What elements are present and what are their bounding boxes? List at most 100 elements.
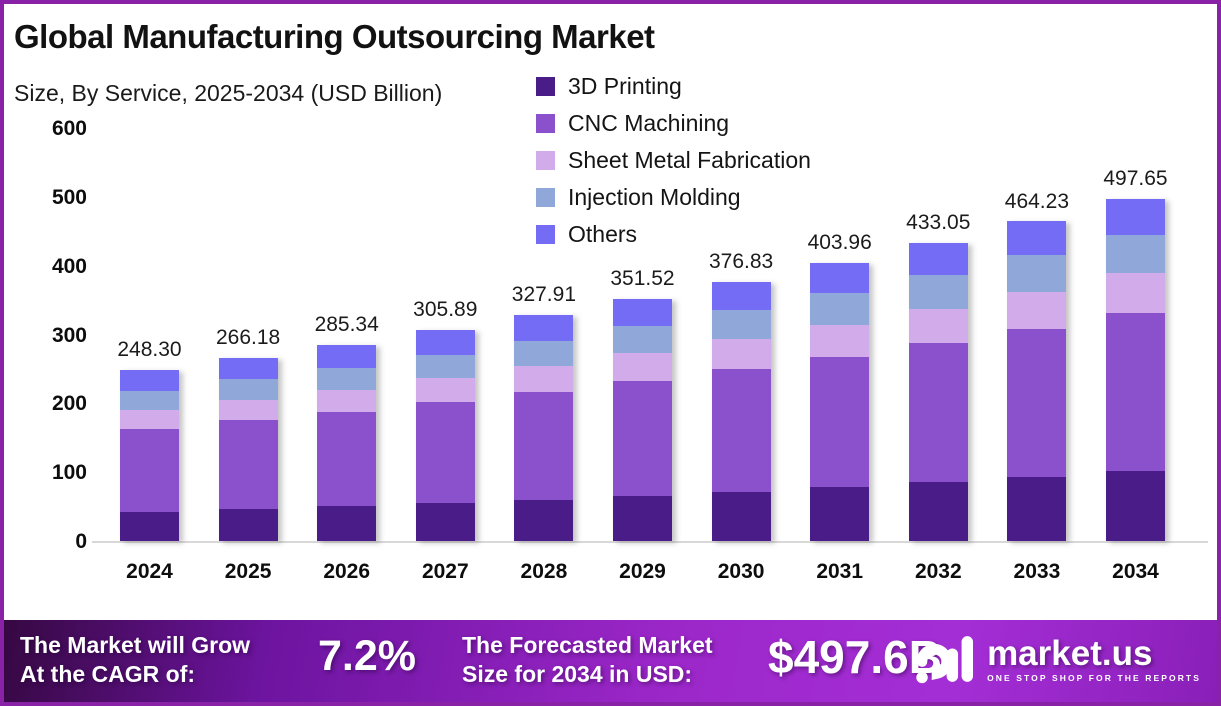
y-axis-tick-label: 600 (51, 117, 87, 140)
x-axis-tick-label: 2032 (914, 560, 962, 583)
bar-segment (415, 354, 475, 379)
bar-segment (415, 330, 475, 355)
x-axis-tick-label: 2026 (323, 560, 371, 583)
legend-swatch-icon (536, 151, 555, 170)
legend-item-sheet-metal-fabrication: Sheet Metal Fabrication (536, 142, 811, 179)
cagr-label-line1: The Market will Grow (20, 632, 251, 658)
stacked-bar-2034 (1106, 198, 1165, 541)
logo-tagline: ONE STOP SHOP FOR THE REPORTS (987, 672, 1201, 683)
bar-segment (613, 299, 672, 327)
legend-swatch-icon (536, 114, 555, 133)
footer-banner: The Market will Grow At the CAGR of: 7.2… (4, 620, 1217, 702)
bar-segment (514, 499, 574, 541)
bar-segment (810, 324, 870, 357)
forecast-value: $497.6B (768, 631, 942, 683)
bar-segment (1007, 291, 1067, 329)
legend-item-others: Others (536, 216, 811, 253)
x-axis-tick-label: 2034 (1112, 560, 1159, 583)
bar-segment (1106, 312, 1165, 472)
x-axis-tick-label: 2029 (619, 560, 666, 583)
legend-label: CNC Machining (568, 110, 730, 136)
stacked-bar-2028 (514, 315, 574, 541)
bar-segment (810, 356, 870, 488)
x-axis-tick-label: 2027 (421, 560, 469, 583)
bar-total-label: 433.05 (906, 210, 971, 234)
legend-item-3d-printing: 3D Printing (536, 68, 811, 105)
y-axis-tick-label: 100 (51, 461, 87, 485)
bar-segment (1007, 221, 1067, 256)
bar-segment (1007, 328, 1067, 477)
logo-wordmark: market.us (987, 633, 1153, 673)
stacked-bar-2027 (415, 330, 475, 541)
bar-total-label: 248.30 (117, 338, 182, 362)
bar-total-label: 376.83 (708, 249, 774, 273)
bar-segment (120, 409, 179, 429)
x-axis-tick-label: 2025 (224, 560, 272, 583)
page-title: Global Manufacturing Outsourcing Market (14, 18, 655, 55)
x-axis-tick-label: 2033 (1013, 560, 1061, 583)
bar-segment (908, 343, 968, 483)
bar-total-label: 403.96 (807, 230, 872, 254)
forecast-label: The Forecasted Market Size for 2034 in U… (462, 631, 713, 689)
stacked-bar-2030 (711, 281, 771, 541)
bar-segment (613, 353, 672, 382)
bar-total-label: 351.52 (610, 267, 675, 290)
bar-segment (415, 402, 475, 504)
bar-segment (908, 482, 968, 541)
bar-segment (120, 512, 179, 541)
y-axis-tick-label: 200 (51, 392, 87, 416)
forecast-label-line1: The Forecasted Market (462, 632, 713, 658)
bar-segment (317, 411, 377, 507)
legend: 3D Printing CNC Machining Sheet Metal Fa… (536, 68, 811, 253)
bar-segment (810, 487, 870, 541)
bar-segment (514, 340, 574, 367)
legend-label: Sheet Metal Fabrication (568, 147, 811, 173)
bar-segment (711, 369, 771, 492)
bar-total-label: 285.34 (314, 312, 379, 336)
bar-segment (317, 344, 377, 368)
bar-segment (218, 509, 278, 541)
logo-text-wrap: market.us ONE STOP SHOP FOR THE REPORTS (987, 633, 1201, 683)
bar-total-label: 327.91 (511, 283, 576, 307)
y-axis-tick-label: 500 (51, 185, 87, 209)
market-us-logo-icon (916, 636, 974, 684)
stacked-bar-2029 (613, 299, 672, 541)
bar-segment (514, 366, 574, 392)
y-axis-tick-label: 0 (75, 530, 87, 553)
bar-segment (908, 275, 968, 309)
bar-segment (1007, 255, 1067, 292)
cagr-label: The Market will Grow At the CAGR of: (20, 631, 250, 689)
bar-segment (1106, 234, 1165, 274)
bar-segment (1007, 476, 1067, 541)
bar-segment (711, 339, 771, 370)
bar-segment (613, 495, 672, 541)
stacked-bar-2026 (317, 344, 377, 541)
bar-segment (514, 315, 574, 341)
bar-segment (415, 378, 475, 403)
cagr-label-line2: At the CAGR of: (20, 661, 196, 687)
legend-label: 3D Printing (568, 73, 682, 99)
bar-segment (1106, 273, 1165, 313)
bar-segment (317, 389, 377, 412)
bar-total-label: 266.18 (215, 325, 281, 349)
bar-segment (1106, 198, 1165, 235)
x-axis-tick-label: 2031 (816, 560, 864, 583)
bar-segment (711, 491, 771, 541)
legend-swatch-icon (536, 225, 555, 244)
bar-segment (218, 420, 278, 510)
bar-segment (218, 357, 278, 380)
bar-segment (218, 399, 278, 421)
x-axis-baseline (92, 541, 1208, 543)
bar-segment (514, 391, 574, 500)
bar-total-label: 305.89 (413, 298, 478, 322)
x-axis-tick-label: 2028 (520, 560, 568, 583)
bar-segment (120, 428, 179, 512)
x-axis-tick-label: 2030 (717, 560, 765, 583)
bar-total-label: 497.65 (1103, 166, 1168, 190)
stacked-bar-2032 (908, 243, 968, 541)
legend-swatch-icon (536, 188, 555, 207)
market-us-logo: market.us ONE STOP SHOP FOR THE REPORTS (915, 632, 1201, 686)
bar-segment (120, 390, 179, 410)
bar-segment (908, 243, 968, 276)
